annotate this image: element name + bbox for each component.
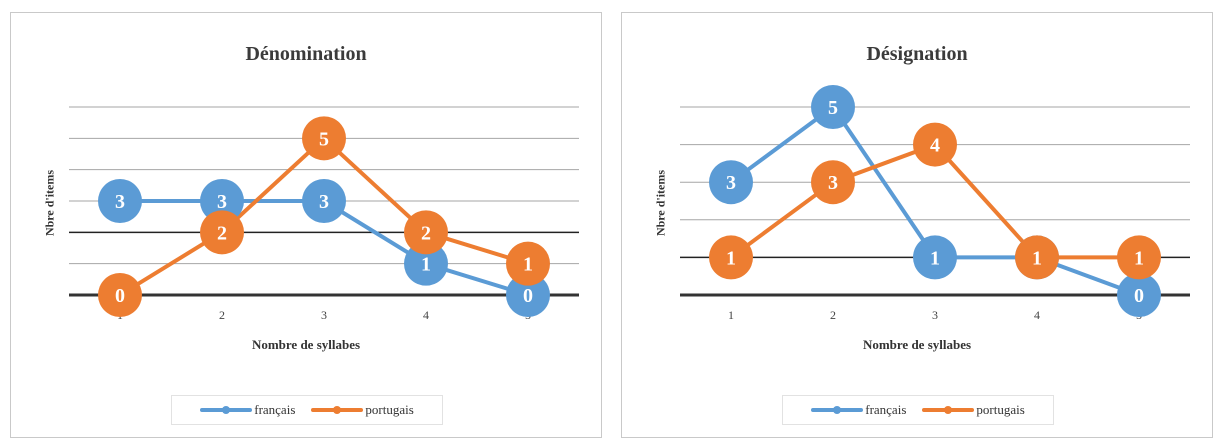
- data-label: 5: [828, 97, 838, 119]
- legend-item-francais: français: [200, 402, 295, 418]
- data-point: [1015, 235, 1059, 280]
- x-tick-label: 3: [321, 308, 327, 322]
- data-point: [913, 235, 957, 280]
- data-label: 0: [523, 285, 533, 307]
- legend-label: français: [254, 402, 296, 417]
- data-point: [98, 273, 142, 317]
- data-point: [506, 273, 550, 317]
- data-label: 1: [421, 254, 431, 276]
- data-label: 3: [217, 191, 227, 213]
- data-label: 3: [319, 191, 329, 213]
- x-tick-label: 4: [423, 308, 429, 322]
- legend-label: portugais: [976, 402, 1025, 417]
- data-point: [811, 160, 855, 205]
- data-point: [404, 210, 448, 255]
- legend-swatch-portugais: [922, 406, 975, 414]
- legend-label: français: [865, 402, 907, 417]
- x-tick-label: 4: [1034, 308, 1040, 322]
- data-point: [506, 241, 550, 286]
- data-point: [709, 160, 753, 205]
- series-markers-0: 3 3 3 1 0: [98, 179, 550, 317]
- line-chart-designation: 1 2 3 4 53 5 1 1 01 3 4 1 1: [680, 85, 1190, 322]
- data-point: [913, 122, 957, 167]
- data-label: 1: [1032, 247, 1042, 269]
- data-label: 0: [115, 285, 125, 307]
- data-label: 2: [217, 222, 227, 244]
- data-point: [811, 85, 855, 129]
- chart-title: Désignation: [866, 43, 968, 65]
- data-label: 2: [421, 222, 431, 244]
- y-axis-label: Nbre d'items: [653, 169, 668, 237]
- data-point: [302, 179, 346, 223]
- data-label: 0: [1134, 285, 1144, 307]
- legend: français portugais: [171, 395, 443, 425]
- data-point: [709, 235, 753, 280]
- legend-item-portugais: portugais: [922, 402, 1025, 418]
- data-point: [1117, 273, 1161, 317]
- data-label: 1: [523, 254, 533, 276]
- data-point: [302, 116, 346, 161]
- x-tick-label: 2: [830, 308, 836, 322]
- legend-swatch-portugais: [311, 406, 364, 414]
- data-point: [98, 179, 142, 223]
- series-markers-0: 3 5 1 1 0: [709, 85, 1161, 317]
- data-label: 3: [115, 191, 125, 213]
- legend-swatch-francais: [811, 406, 864, 414]
- data-label: 3: [726, 172, 736, 194]
- x-tick-label: 2: [219, 308, 225, 322]
- series-markers-1: 1 3 4 1 1: [709, 122, 1161, 280]
- x-tick-label: 1: [728, 308, 734, 322]
- legend-swatch-francais: [200, 406, 253, 414]
- x-axis-label: Nombre de syllabes: [862, 337, 972, 352]
- data-label: 4: [930, 135, 940, 157]
- data-point: [404, 241, 448, 286]
- chart-panel-denomination: Dénomination 1 2 3 4 5 3 3 3 1 00 2 5 2 1 Nbre d'item…: [10, 12, 602, 438]
- legend: français portugais: [782, 395, 1054, 425]
- data-point: [200, 210, 244, 255]
- data-point: [200, 179, 244, 223]
- data-label: 5: [319, 128, 329, 150]
- legend-item-francais: français: [811, 402, 906, 418]
- data-label: 3: [828, 172, 838, 194]
- legend-label: portugais: [365, 402, 414, 417]
- x-tick-labels: 12345: [117, 308, 531, 322]
- series-markers-1: 0 2 5 2 1: [98, 116, 550, 317]
- data-point: [1117, 235, 1161, 280]
- x-axis-label: Nombre de syllabes: [251, 337, 361, 352]
- data-label: 1: [1134, 247, 1144, 269]
- legend-item-portugais: portugais: [311, 402, 414, 418]
- x-tick-labels: 12345: [728, 308, 1142, 322]
- chart-panel-designation: Désignation 1 2 3 4 53 5 1 1 01 3 4 1 1 Nbre d'items…: [621, 12, 1213, 438]
- data-label: 1: [726, 247, 736, 269]
- data-label: 1: [930, 247, 940, 269]
- line-chart-denomination: 1 2 3 4 5 3 3 3 1 00 2 5 2 1: [69, 106, 579, 322]
- y-axis-label: Nbre d'items: [42, 169, 57, 237]
- x-tick-label: 3: [932, 308, 938, 322]
- chart-title: Dénomination: [245, 43, 367, 65]
